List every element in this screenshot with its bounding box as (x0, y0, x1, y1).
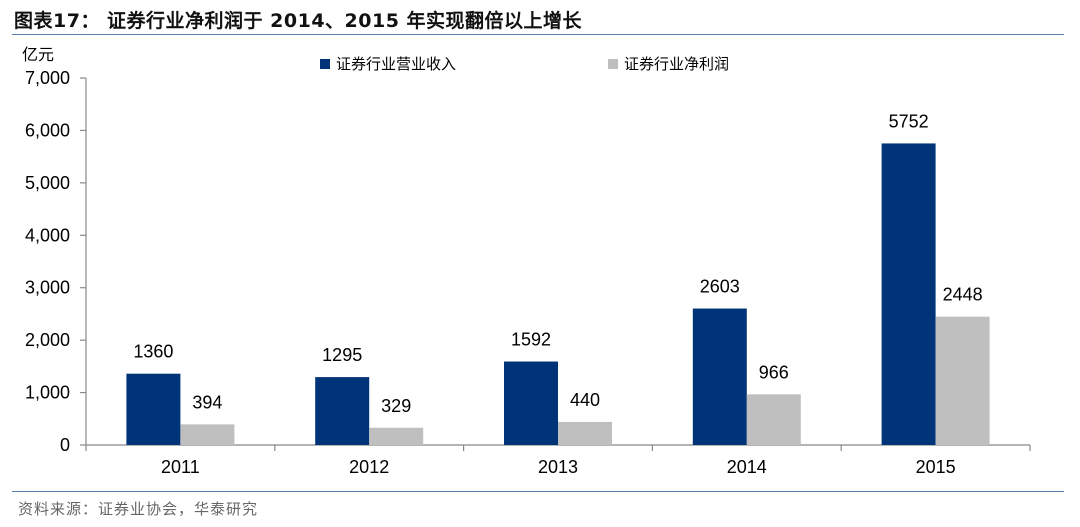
data-label: 394 (192, 392, 222, 412)
legend: 证券行业营业收入 证券行业净利润 (320, 55, 729, 73)
data-label: 329 (381, 396, 411, 416)
bar-net-profit (369, 427, 424, 445)
data-label: 2448 (943, 285, 983, 305)
bar-net-profit (935, 316, 990, 445)
data-labels: 1360 1295 1592 2603 5752 394 329 440 966 2448 (133, 111, 982, 415)
y-axis: 0 1,000 2,000 3,000 4,000 5,000 6,000 7,000 (25, 68, 87, 455)
legend-label: 证券行业营业收入 (336, 55, 456, 73)
top-rule (12, 34, 1064, 35)
data-label: 966 (759, 362, 789, 382)
data-label: 1360 (133, 342, 173, 362)
y-tick-label: 7,000 (25, 68, 70, 88)
bar-revenue (315, 377, 370, 445)
bar-net-profit (558, 421, 612, 445)
y-tick-label: 3,000 (25, 278, 70, 298)
bars (126, 143, 990, 446)
x-tick-label: 2013 (538, 457, 578, 477)
bar-revenue (881, 143, 936, 446)
source-note: 资料来源：证券业协会，华泰研究 (18, 500, 259, 518)
y-tick-label: 2,000 (25, 330, 70, 350)
y-tick-label: 4,000 (25, 225, 70, 245)
bar-revenue (126, 373, 181, 445)
legend-label: 证券行业净利润 (624, 55, 729, 73)
data-label: 2603 (700, 277, 740, 297)
bar-net-profit (746, 394, 801, 445)
legend-swatch (608, 59, 618, 69)
y-tick-label: 0 (60, 435, 70, 455)
y-tick-label: 5,000 (25, 173, 70, 193)
x-tick-label: 2015 (916, 457, 956, 477)
x-tick-label: 2012 (349, 457, 389, 477)
data-label: 5752 (889, 111, 929, 131)
y-tick-label: 6,000 (25, 120, 70, 140)
data-label: 1592 (511, 330, 551, 350)
bottom-rule (12, 491, 1064, 492)
bar-net-profit (180, 424, 235, 445)
bar-revenue (504, 361, 558, 445)
x-axis: 2011 2012 2013 2014 2015 (85, 444, 1031, 477)
figure-title: 图表17： 证券行业净利润于 2014、2015 年实现翻倍以上增长 (14, 10, 583, 32)
data-label: 1295 (322, 345, 362, 365)
legend-swatch (320, 59, 330, 69)
data-label: 440 (570, 390, 600, 410)
y-axis-unit-label: 亿元 (22, 46, 54, 64)
x-tick-label: 2011 (161, 457, 200, 477)
x-tick-label: 2014 (727, 457, 767, 477)
bar-chart: 亿元 证券行业营业收入 证券行业净利润 0 1,000 2,000 3,000 4,000… (22, 46, 1031, 477)
bar-revenue (692, 308, 747, 445)
y-tick-label: 1,000 (25, 383, 70, 403)
